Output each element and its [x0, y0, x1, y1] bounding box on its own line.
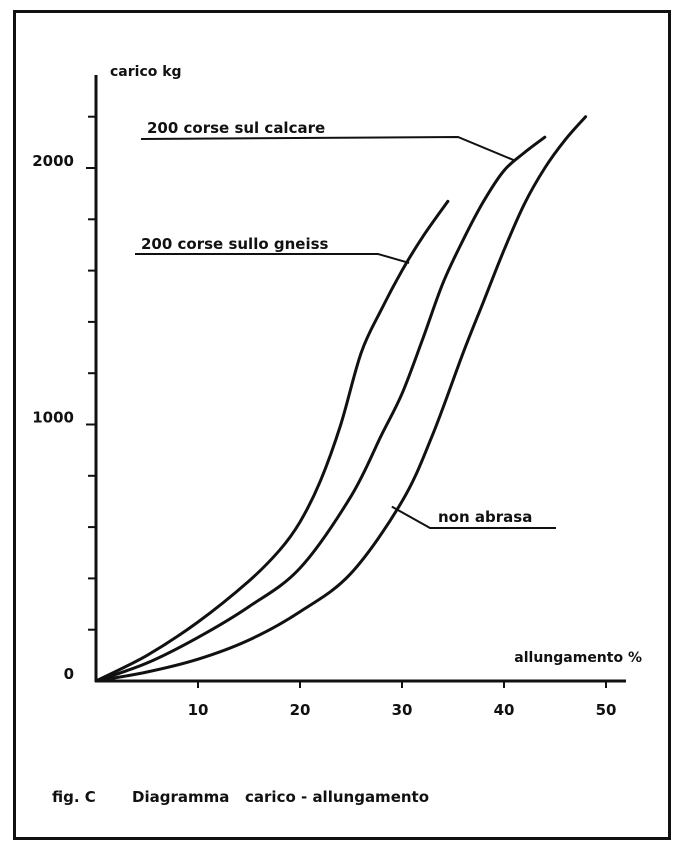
series-lines	[94, 115, 588, 683]
x-tick-label: 40	[494, 701, 515, 719]
figure-number: fig. C	[52, 788, 96, 806]
ticks: 10 20 30 40 50 0 1000 2000	[32, 115, 617, 719]
x-tick-label: 10	[188, 701, 209, 719]
x-tick-label: 20	[290, 701, 311, 719]
leader-non-abrasa	[391, 505, 556, 529]
x-axis-label: allungamento %	[514, 650, 642, 666]
leader-gneiss	[135, 253, 410, 264]
series-line-gneiss	[94, 199, 450, 683]
x-tick-label: 30	[392, 701, 413, 719]
y-tick-label: 2000	[32, 152, 74, 170]
annotation-leaders	[135, 135, 556, 529]
series-line-non-abrasa	[94, 115, 588, 683]
axes	[94, 75, 626, 683]
annotation-non-abrasa: non abrasa	[438, 508, 532, 526]
annotation-gneiss: 200 corse sullo gneiss	[141, 235, 329, 253]
y-tick-label: 0	[64, 665, 74, 683]
y-tick-label: 1000	[32, 409, 74, 427]
y-axis-label: carico kg	[110, 64, 182, 80]
series-line-calcare	[94, 135, 547, 683]
x-tick-label: 50	[596, 701, 617, 719]
leader-calcare	[140, 135, 515, 162]
annotation-calcare: 200 corse sul calcare	[147, 119, 325, 137]
figure-caption: Diagramma carico - allungamento	[132, 788, 429, 806]
